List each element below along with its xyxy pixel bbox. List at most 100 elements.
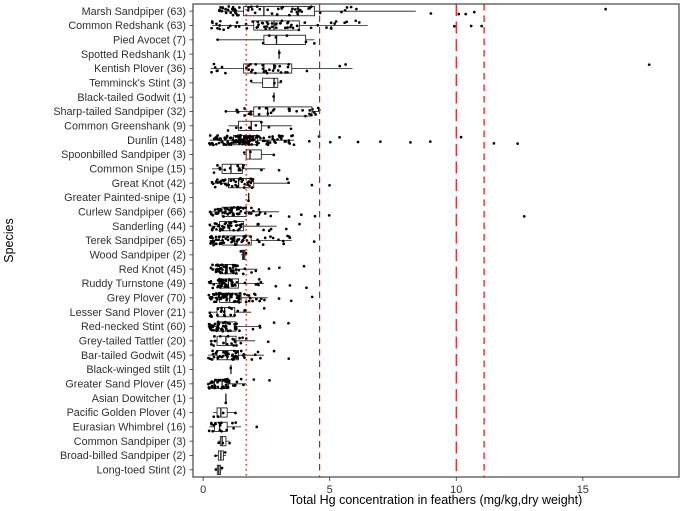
jitter-point [223,222,227,226]
jitter-point [226,238,230,242]
jitter-point [216,356,220,360]
jitter-point [261,139,265,143]
jitter-point [227,226,230,229]
jitter-point [219,241,223,245]
jitter-point [222,295,226,298]
jitter-point [265,71,269,75]
jitter-point [312,240,316,243]
jitter-point [255,425,259,429]
jitter-point [243,235,247,239]
jitter-point [255,143,259,147]
jitter-point [243,182,246,186]
jitter-point [234,411,237,415]
x-tick-label: 15 [577,484,589,496]
jitter-point [379,140,382,144]
jitter-point [213,339,217,343]
jitter-point [216,324,220,327]
jitter-point [239,349,243,353]
box [221,163,243,174]
jitter-point [250,271,253,274]
jitter-point [212,137,216,141]
jitter-point [429,12,433,15]
jitter-point [289,127,293,131]
jitter-point [238,291,242,295]
jitter-point [249,126,253,130]
species-label: Great Knot (42) [112,178,186,190]
jitter-point [225,342,229,346]
species-label: Kentish Plover (36) [94,63,186,75]
jitter-point [297,28,301,32]
jitter-point [255,26,259,29]
species-label: Ruddy Turnstone (49) [82,278,186,290]
jitter-point [230,294,233,297]
jitter-point [254,297,258,301]
jitter-point [296,7,300,10]
jitter-point [214,212,218,215]
jitter-point [279,79,283,83]
jitter-point [263,236,267,240]
jitter-point [236,238,239,242]
jitter-point [209,212,213,216]
jitter-point [218,207,222,211]
jitter-point [232,344,236,347]
jitter-point [212,328,216,332]
jitter-point [252,209,255,213]
jitter-point [252,378,256,381]
jitter-point [224,71,227,75]
jitter-point [261,41,265,45]
jitter-point [256,282,260,286]
jitter-point [247,112,251,116]
jitter-point [249,138,252,142]
jitter-point [234,421,238,424]
jitter-point [235,281,239,284]
species-label: Common Greenshank (9) [64,120,186,132]
jitter-point [250,7,254,11]
jitter-point [289,25,292,29]
jitter-point [246,8,250,12]
jitter-point [277,238,280,242]
jitter-point [245,26,249,30]
species-label: Sanderling (44) [112,221,186,233]
species-label: Common Snipe (15) [89,163,186,175]
jitter-point [209,266,213,270]
jitter-point [241,138,244,142]
jitter-point [234,183,237,187]
jitter-point [212,344,215,347]
jitter-point [210,328,214,332]
jitter-point [226,129,230,132]
jitter-point [216,380,219,384]
panel-border [192,3,680,478]
jitter-point [220,140,224,144]
species-label: Lesser Sand Plover (21) [70,307,186,319]
jitter-point [220,65,224,69]
jitter-point [258,326,262,329]
jitter-point [268,26,272,30]
jitter-point [304,114,307,118]
jitter-point [241,354,245,357]
jitter-point [243,267,247,271]
jitter-point [313,214,317,218]
jitter-point [234,126,238,130]
jitter-point [211,263,214,267]
jitter-point [243,281,247,285]
jitter-point [253,353,257,357]
jitter-point [228,166,232,170]
jitter-point [212,62,216,66]
jitter-point [328,140,332,144]
jitter-point [257,222,260,226]
jitter-point [314,113,317,116]
x-tick-label: 10 [450,484,462,496]
jitter-point [216,307,220,311]
jitter-point [226,235,229,239]
jitter-point [242,141,246,145]
jitter-point [222,241,226,245]
jitter-point [259,297,263,301]
jitter-point [290,23,293,27]
jitter-point [220,9,224,13]
jitter-point [272,321,276,324]
jitter-point [279,21,282,25]
species-label: Curlew Sandpiper (66) [78,206,186,218]
jitter-point [260,120,263,124]
jitter-point [340,10,343,14]
jitter-point [271,135,274,138]
